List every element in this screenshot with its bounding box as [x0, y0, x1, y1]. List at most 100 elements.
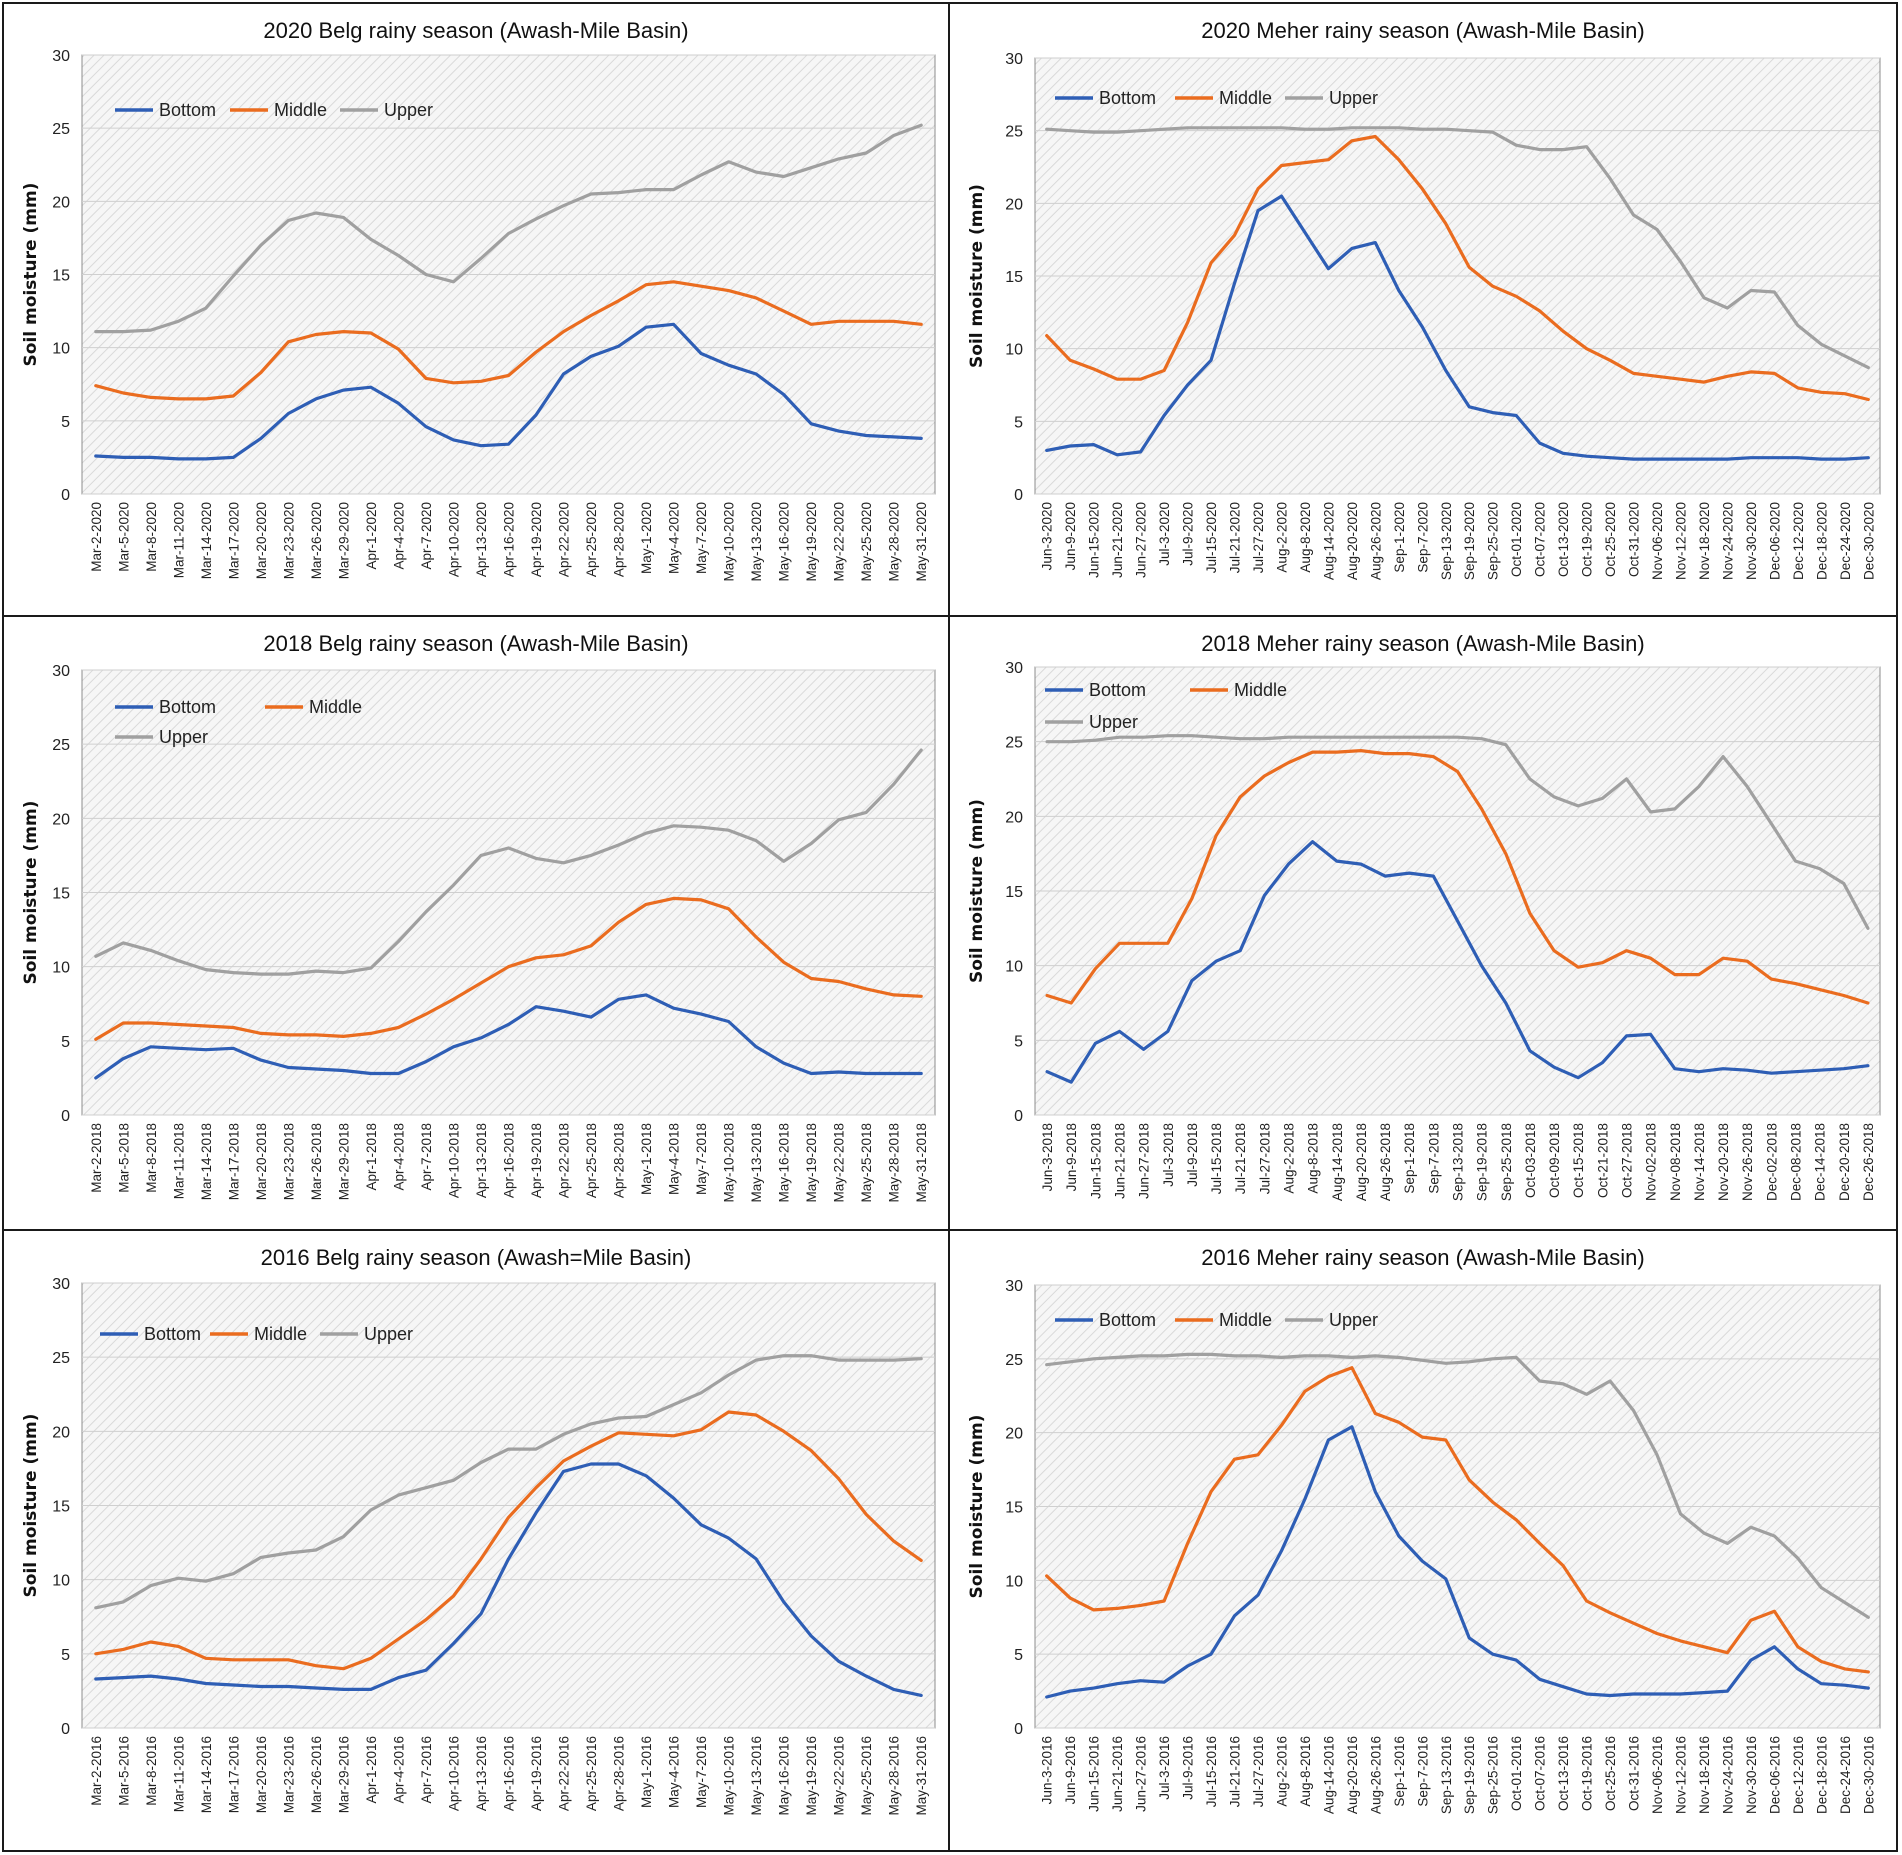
x-tick-label: Apr-13-2018	[474, 1123, 489, 1198]
x-tick-label: Dec-30-2020	[1861, 502, 1876, 580]
y-tick-label: 0	[61, 487, 70, 504]
y-tick-label: 15	[52, 1499, 70, 1516]
x-tick-label: May-4-2020	[667, 502, 682, 574]
x-tick-label: Dec-12-2016	[1791, 1736, 1806, 1814]
x-tick-label: May-25-2020	[859, 502, 874, 582]
x-tick-label: Jul-3-2020	[1157, 502, 1172, 566]
x-tick-label: Mar-23-2018	[281, 1123, 296, 1200]
x-tick-label: May-7-2016	[694, 1736, 709, 1808]
legend-label-bottom: Bottom	[1099, 1310, 1156, 1330]
x-tick-label: Nov-02-2018	[1644, 1123, 1659, 1201]
y-tick-label: 25	[52, 737, 70, 754]
x-tick-label: Mar-23-2016	[281, 1736, 296, 1813]
x-tick-label: Sep-25-2016	[1486, 1736, 1501, 1814]
x-tick-label: Dec-06-2016	[1767, 1736, 1782, 1814]
series-line-upper	[94, 123, 923, 334]
y-tick-label: 5	[1014, 1647, 1023, 1664]
legend-label-middle: Middle	[254, 1324, 307, 1344]
chart-panel-5: 0 5 10 15 20 25 30 2016 Belg rainy season (Awas…	[2, 1229, 950, 1852]
x-tick-label: Oct-03-2018	[1523, 1123, 1538, 1198]
x-tick-label: Mar-11-2020	[171, 502, 186, 578]
x-tick-label: May-19-2016	[804, 1736, 819, 1816]
series-line-bottom	[1045, 194, 1870, 461]
x-tick-label: Sep-13-2020	[1439, 502, 1454, 580]
x-tick-label: Nov-12-2016	[1673, 1736, 1688, 1814]
x-tick-label: May-28-2018	[887, 1123, 902, 1203]
x-tick-label: Oct-13-2016	[1556, 1736, 1571, 1811]
x-tick-label: Mar-11-2016	[171, 1736, 186, 1812]
x-tick-label: May-16-2020	[777, 502, 792, 582]
x-tick-label: Apr-7-2016	[419, 1736, 434, 1804]
x-tick-label: Jun-9-2016	[1063, 1736, 1078, 1804]
series-line-bottom	[1045, 1425, 1870, 1699]
legend-label-middle: Middle	[274, 100, 327, 120]
y-axis-label: Soil moisture (mm)	[967, 184, 987, 368]
x-tick-label: Sep-13-2016	[1439, 1736, 1454, 1814]
x-tick-label: Apr-22-2016	[557, 1736, 572, 1811]
series-line-bottom	[1045, 840, 1870, 1084]
x-tick-label: Aug-8-2018	[1306, 1123, 1321, 1194]
x-tick-label: Jun-27-2018	[1137, 1123, 1152, 1199]
x-tick-label: Jun-27-2020	[1134, 502, 1149, 578]
y-tick-label: 20	[1005, 1426, 1023, 1443]
x-tick-label: Nov-30-2016	[1744, 1736, 1759, 1814]
x-tick-label: Aug-2-2018	[1282, 1123, 1297, 1194]
legend-label-upper: Upper	[384, 100, 433, 120]
x-tick-label: Jul-3-2018	[1161, 1123, 1176, 1187]
x-tick-label: Sep-1-2018	[1402, 1123, 1417, 1194]
x-tick-label: May-19-2020	[804, 502, 819, 582]
y-axis-label: Soil moisture (mm)	[967, 799, 987, 983]
y-axis-label: Soil moisture (mm)	[21, 801, 41, 985]
x-tick-label: Oct-19-2020	[1580, 502, 1595, 577]
y-tick-label: 25	[1005, 1352, 1023, 1369]
series-line-upper	[94, 748, 923, 976]
x-tick-label: Jun-3-2020	[1040, 502, 1055, 570]
legend-label-bottom: Bottom	[1089, 680, 1146, 700]
x-tick-label: Mar-26-2016	[309, 1736, 324, 1813]
x-tick-label: Jul-3-2016	[1157, 1736, 1172, 1800]
y-tick-label: 25	[52, 121, 70, 138]
legend-label-upper: Upper	[1329, 1310, 1378, 1330]
x-tick-label: Jun-15-2020	[1087, 502, 1102, 578]
chart-title: 2018 Belg rainy season (Awash-Mile Basin…	[263, 631, 688, 656]
y-axis-label: Soil moisture (mm)	[21, 1414, 41, 1598]
x-tick-label: Jun-3-2018	[1040, 1123, 1055, 1191]
x-tick-label: Jul-27-2018	[1257, 1123, 1272, 1194]
x-tick-label: Jun-3-2016	[1040, 1736, 1055, 1804]
y-tick-label: 15	[52, 886, 70, 903]
x-tick-label: Mar-17-2020	[226, 502, 241, 579]
x-tick-label: Apr-1-2018	[364, 1123, 379, 1191]
x-tick-label: Mar-2-2018	[89, 1123, 104, 1193]
chart-title: 2016 Meher rainy season (Awash-Mile Basi…	[1201, 1245, 1644, 1270]
x-tick-label: Dec-02-2018	[1764, 1123, 1779, 1201]
legend-label-bottom: Bottom	[159, 697, 216, 717]
x-tick-label: Mar-20-2018	[254, 1123, 269, 1200]
x-tick-label: Jul-9-2016	[1181, 1736, 1196, 1800]
x-tick-label: Apr-28-2018	[612, 1123, 627, 1198]
y-tick-label: 30	[52, 663, 70, 680]
series-line-bottom	[94, 1462, 923, 1698]
x-tick-label: Oct-31-2020	[1627, 502, 1642, 577]
x-tick-label: Dec-06-2020	[1767, 502, 1782, 580]
x-tick-label: Jul-15-2020	[1204, 502, 1219, 573]
y-tick-label: 15	[52, 268, 70, 285]
x-tick-label: Dec-18-2016	[1814, 1736, 1829, 1814]
x-tick-label: Apr-13-2020	[474, 502, 489, 577]
x-tick-label: Aug-20-2020	[1345, 502, 1360, 580]
x-tick-label: May-25-2018	[859, 1123, 874, 1203]
x-tick-label: Apr-25-2016	[584, 1736, 599, 1811]
legend-label-middle: Middle	[1219, 88, 1272, 108]
series-line-upper	[1045, 126, 1870, 370]
x-tick-label: Aug-14-2016	[1321, 1736, 1336, 1814]
x-tick-label: May-1-2016	[639, 1736, 654, 1808]
series-line-middle	[94, 896, 923, 1041]
x-tick-label: Jun-21-2020	[1110, 502, 1125, 578]
x-tick-label: Sep-25-2020	[1486, 502, 1501, 580]
x-tick-label: Nov-24-2016	[1720, 1736, 1735, 1814]
x-tick-label: May-19-2018	[804, 1123, 819, 1203]
chart-panel-3: 0 5 10 15 20 25 30 2018 Belg rainy season (Awas…	[2, 615, 950, 1231]
x-tick-label: Mar-17-2016	[226, 1736, 241, 1813]
x-tick-label: Jun-21-2018	[1113, 1123, 1128, 1199]
x-tick-label: Mar-8-2020	[144, 502, 159, 572]
chart-title: 2018 Meher rainy season (Awash-Mile Basi…	[1201, 631, 1644, 656]
